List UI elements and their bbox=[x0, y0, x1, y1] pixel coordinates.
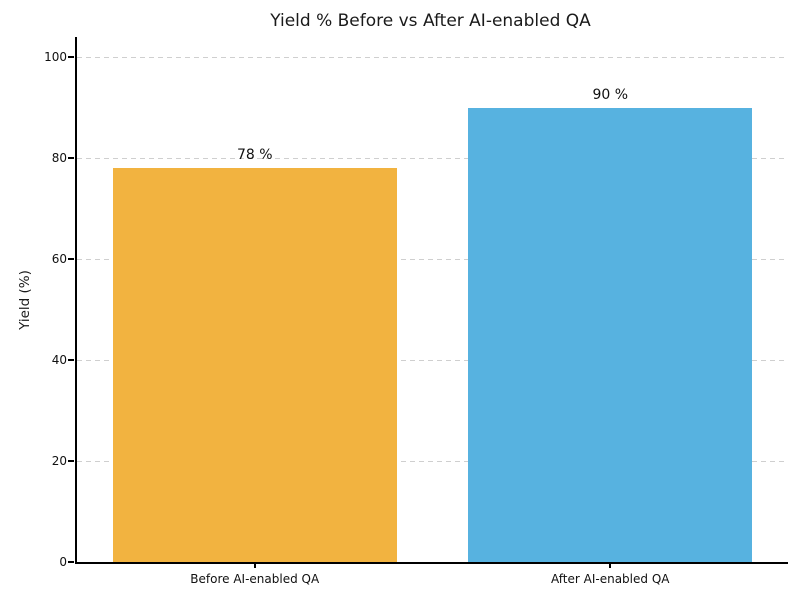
y-tick-label: 40 bbox=[51, 353, 67, 368]
x-tick-label: After AI-enabled QA bbox=[551, 572, 670, 586]
bar bbox=[468, 107, 753, 562]
y-gridline bbox=[77, 460, 788, 462]
y-tick-mark bbox=[68, 561, 74, 563]
y-tick-label: 20 bbox=[51, 454, 67, 469]
y-tick-mark bbox=[68, 359, 74, 362]
y-tick-mark bbox=[68, 258, 74, 261]
x-tick-mark bbox=[253, 564, 256, 568]
bar-value-label: 90 % bbox=[592, 86, 629, 103]
y-tick-mark bbox=[68, 460, 74, 463]
y-gridline bbox=[77, 258, 788, 260]
bar bbox=[112, 168, 397, 562]
y-tick-mark bbox=[68, 56, 74, 59]
x-tick-mark bbox=[609, 564, 612, 568]
chart-title: Yield % Before vs After AI-enabled QA bbox=[270, 11, 591, 31]
y-gridline bbox=[77, 359, 788, 361]
bar-value-label: 78 % bbox=[236, 147, 273, 164]
y-axis-label: Yield (%) bbox=[17, 270, 33, 330]
x-tick-label: Before AI-enabled QA bbox=[190, 572, 320, 586]
plot-area: 78 % 90 % bbox=[75, 37, 788, 564]
y-tick-label: 0 bbox=[59, 555, 67, 569]
y-tick-label: 80 bbox=[51, 151, 67, 166]
y-tick-label: 60 bbox=[51, 252, 67, 267]
y-gridline bbox=[77, 157, 788, 159]
y-gridline bbox=[77, 56, 788, 58]
y-tick-label: 100 bbox=[44, 50, 67, 65]
y-tick-mark bbox=[68, 157, 74, 160]
